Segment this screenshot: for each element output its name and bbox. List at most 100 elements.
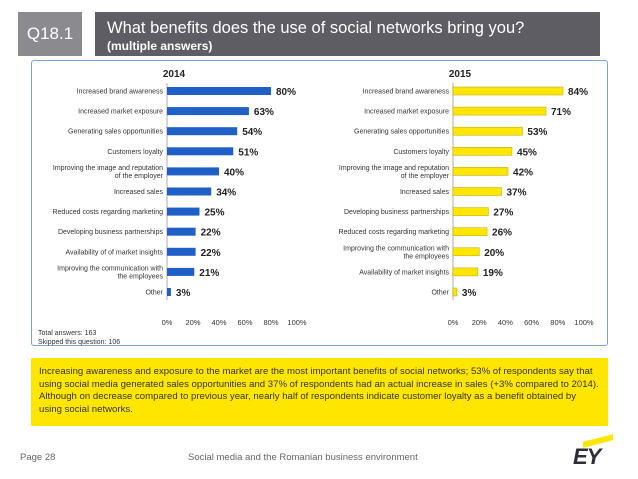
bar-2014-8	[167, 247, 196, 256]
value-label-2015-1: 71%	[551, 107, 571, 118]
x-tick-2014-0: 0%	[162, 318, 173, 327]
bar-2014-1	[167, 107, 249, 116]
category-label-2015-1: Increased market exposure	[364, 109, 449, 116]
value-label-2014-10: 3%	[176, 288, 191, 299]
category-label-line: the employees	[403, 253, 449, 260]
title-bar: What benefits does the use of social net…	[95, 12, 600, 56]
bar-2015-6	[452, 207, 489, 216]
x-tick-2015-3: 60%	[524, 318, 539, 327]
x-tick-2014-4: 80%	[263, 318, 278, 327]
bar-2014-3	[167, 147, 234, 156]
bar-2014-4	[167, 167, 219, 176]
value-label-2015-2: 53%	[527, 127, 547, 138]
value-label-2014-9: 21%	[199, 268, 219, 279]
value-label-2015-4: 42%	[513, 167, 533, 178]
bar-2015-5	[452, 187, 502, 196]
page-number: Page 28	[20, 452, 56, 463]
total-answers-note: Total answers: 163	[38, 330, 97, 337]
category-label-2014-0: Increased brand awareness	[77, 89, 164, 96]
category-label-2015-3: Customers loyalty	[393, 149, 449, 156]
value-label-2015-9: 19%	[483, 268, 503, 279]
category-label-2014-6: Reduced costs regarding marketing	[52, 209, 163, 216]
category-label-2014-3: Customers loyalty	[107, 149, 163, 156]
bar-2014-2	[167, 127, 238, 136]
x-tick-2014-3: 60%	[237, 318, 252, 327]
category-label-line: Customers loyalty	[107, 149, 163, 156]
category-label-line: Increased brand awareness	[77, 89, 164, 96]
category-label-2014-7: Developing business partnerships	[58, 229, 164, 236]
summary-text: Increasing awareness and exposure to the…	[39, 366, 599, 415]
skipped-note: Skipped this question: 106	[38, 339, 121, 346]
bar-2014-9	[167, 267, 195, 276]
question-badge: Q18.1	[18, 12, 82, 56]
category-label-2014-8: Availability of of market insights	[65, 249, 163, 256]
category-label-2015-4: Improving the image and reputation of the…	[339, 165, 450, 180]
bar-2014-7	[167, 227, 196, 236]
category-label-line: Increased sales	[400, 189, 450, 196]
category-label-line: Increased brand awareness	[363, 89, 450, 96]
category-label-line: of the employer	[401, 173, 450, 180]
category-label-line: Improving the image and reputation	[339, 165, 449, 172]
question-id: Q18.1	[26, 24, 74, 43]
bar-2015-0	[452, 86, 564, 96]
value-label-2015-8: 20%	[484, 248, 504, 259]
category-label-line: of the employer	[115, 173, 164, 180]
category-label-line: the employees	[117, 273, 163, 280]
category-label-2015-6: Developing business partnerships	[344, 209, 450, 216]
category-label-2015-2: Generating sales opportunities	[354, 129, 449, 136]
value-label-2014-5: 34%	[216, 188, 236, 199]
ey-logo: EY	[573, 434, 617, 470]
category-label-2014-10: Other	[145, 290, 163, 297]
category-label-line: Increased market exposure	[78, 109, 163, 116]
bar-2015-2	[452, 126, 523, 136]
bar-2015-3	[452, 147, 513, 156]
page-subtitle: (multiple answers)	[107, 39, 213, 53]
survey-notes: Total answers: 163 Skipped this question…	[38, 329, 120, 347]
bar-2014-6	[167, 207, 200, 216]
footer-caption: Social media and the Romanian business e…	[188, 452, 418, 463]
value-label-2015-0: 84%	[568, 87, 588, 98]
category-label-line: Improving the communication with	[57, 265, 163, 272]
category-label-line: Reduced costs regarding marketing	[52, 209, 163, 216]
chart-title-2015: 2015	[449, 69, 472, 80]
category-label-2014-4: Improving the image and reputation of the…	[53, 165, 164, 180]
value-label-2015-5: 37%	[506, 188, 526, 199]
category-label-line: Generating sales opportunities	[68, 129, 163, 136]
summary-box: Increasing awareness and exposure to the…	[31, 358, 608, 426]
category-label-2015-8: Improving the communication with the empl…	[343, 245, 449, 260]
charts-canvas: 2014 80% Increased brand awareness 63% Incre…	[52, 69, 594, 327]
category-label-2015-9: Availability of market insights	[359, 269, 449, 276]
bar-2014-5	[167, 187, 212, 196]
value-label-2015-7: 26%	[492, 228, 512, 239]
value-label-2014-2: 54%	[242, 127, 262, 138]
category-label-line: Increased market exposure	[364, 109, 449, 116]
value-label-2014-7: 22%	[201, 228, 221, 239]
x-tick-2015-5: 100%	[574, 318, 594, 327]
category-label-line: Generating sales opportunities	[354, 129, 449, 136]
bar-2015-10	[452, 287, 458, 297]
category-label-2015-0: Increased brand awareness	[363, 89, 450, 96]
value-label-2014-0: 80%	[276, 87, 296, 98]
category-label-2015-10: Other	[431, 290, 449, 297]
category-label-2014-9: Improving the communication with the empl…	[57, 265, 163, 280]
category-label-2014-1: Increased market exposure	[78, 109, 163, 116]
category-label-line: Improving the communication with	[343, 245, 449, 252]
category-label-line: Developing business partnerships	[58, 229, 164, 236]
x-tick-2014-2: 40%	[211, 318, 226, 327]
category-label-line: Improving the image and reputation	[53, 165, 163, 172]
x-tick-2015-2: 40%	[498, 318, 513, 327]
x-tick-2015-4: 80%	[550, 318, 565, 327]
bar-2015-4	[452, 167, 509, 176]
bar-2015-7	[452, 227, 488, 236]
x-tick-2014-1: 20%	[185, 318, 200, 327]
category-label-line: Customers loyalty	[393, 149, 449, 156]
category-label-line: Availability of market insights	[359, 269, 449, 276]
bar-2015-1	[452, 106, 547, 116]
category-label-line: Increased sales	[114, 189, 164, 196]
ey-logo-text: EY	[573, 444, 601, 469]
page-title: What benefits does the use of social net…	[107, 19, 525, 37]
category-label-line: Developing business partnerships	[344, 209, 450, 216]
x-tick-2015-1: 20%	[472, 318, 487, 327]
category-label-2014-5: Increased sales	[114, 189, 164, 196]
chart-frame: 2014 80% Increased brand awareness 63% Incre…	[31, 60, 608, 346]
